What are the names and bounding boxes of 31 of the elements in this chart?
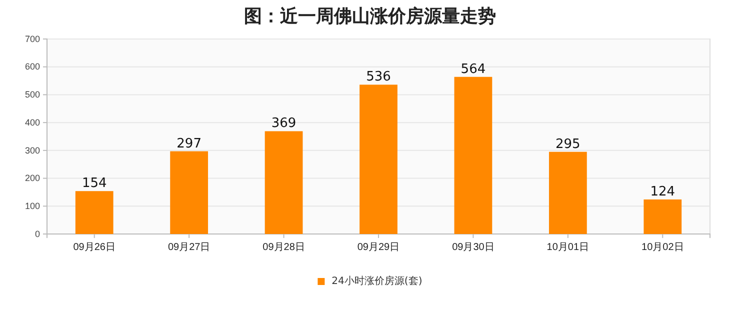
y-tick-label: 600: [24, 62, 40, 72]
bar: [454, 76, 492, 234]
bar: [75, 191, 114, 234]
y-tick-label: 300: [24, 145, 40, 156]
y-tick-label: 500: [24, 90, 40, 100]
data-label: 154: [82, 176, 107, 192]
x-tick-label: 09月28日: [262, 242, 305, 253]
x-tick-label: 09月30日: [452, 242, 494, 253]
bar: [644, 199, 682, 234]
y-tick-label: 0: [34, 228, 40, 239]
x-tick-label: 10月02日: [642, 242, 684, 253]
legend-label: 24小时涨价房源(套): [332, 275, 422, 287]
x-tick-label: 09月26日: [73, 242, 116, 253]
bar: [170, 151, 208, 234]
y-tick-label: 200: [24, 173, 40, 184]
chart-title: 图：近一周佛山涨价房源量走势: [244, 6, 496, 27]
data-label: 536: [366, 70, 391, 85]
data-label: 297: [176, 136, 202, 152]
data-label: 295: [556, 136, 580, 152]
data-label: 564: [460, 62, 486, 77]
bar: [264, 131, 303, 234]
x-tick-label: 09月27日: [168, 242, 210, 253]
y-tick-label: 700: [24, 34, 40, 44]
data-label: 369: [271, 116, 296, 132]
x-tick-label: 09月29日: [357, 242, 400, 253]
data-label: 124: [650, 184, 676, 200]
x-tick-label: 10月01日: [546, 242, 590, 253]
y-tick-label: 400: [24, 117, 40, 128]
bar: [548, 152, 587, 234]
bar: [360, 84, 398, 234]
y-tick-label: 100: [24, 201, 40, 212]
